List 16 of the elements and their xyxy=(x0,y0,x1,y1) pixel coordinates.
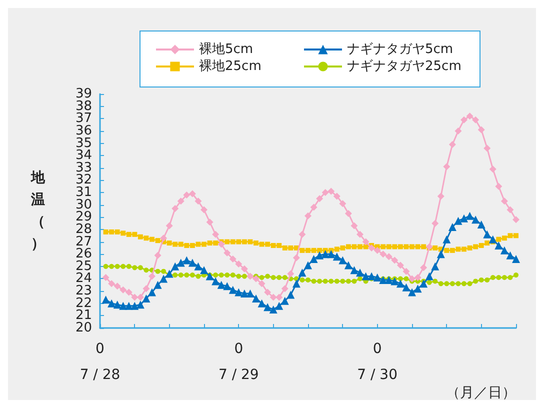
y-tick-label: 38 xyxy=(75,98,92,114)
y-tick-label: 35 xyxy=(75,136,92,151)
y-tick-label: 28 xyxy=(75,222,92,237)
y-tick-label: 32 xyxy=(75,172,92,188)
y-tick-label: 39 xyxy=(75,86,92,102)
x-tick-label: 0 7 / 28 xyxy=(80,341,120,383)
y-tick-label: 31 xyxy=(75,185,92,200)
x-axis-title: （月／日） xyxy=(446,385,516,401)
x-tick-label: 0 7 / 29 xyxy=(218,341,259,383)
legend-label: ナギナタガヤ25cm xyxy=(347,59,462,74)
legend-label: 裸地25cm xyxy=(199,59,262,74)
legend-label: 裸地5cm xyxy=(199,42,254,57)
y-axis-title: 地温（） xyxy=(30,170,46,252)
legend-label: ナギナタガヤ5cm xyxy=(347,42,454,57)
y-tick-label: 20 xyxy=(75,320,92,336)
x-tick-label: 0 7 / 30 xyxy=(357,341,398,383)
